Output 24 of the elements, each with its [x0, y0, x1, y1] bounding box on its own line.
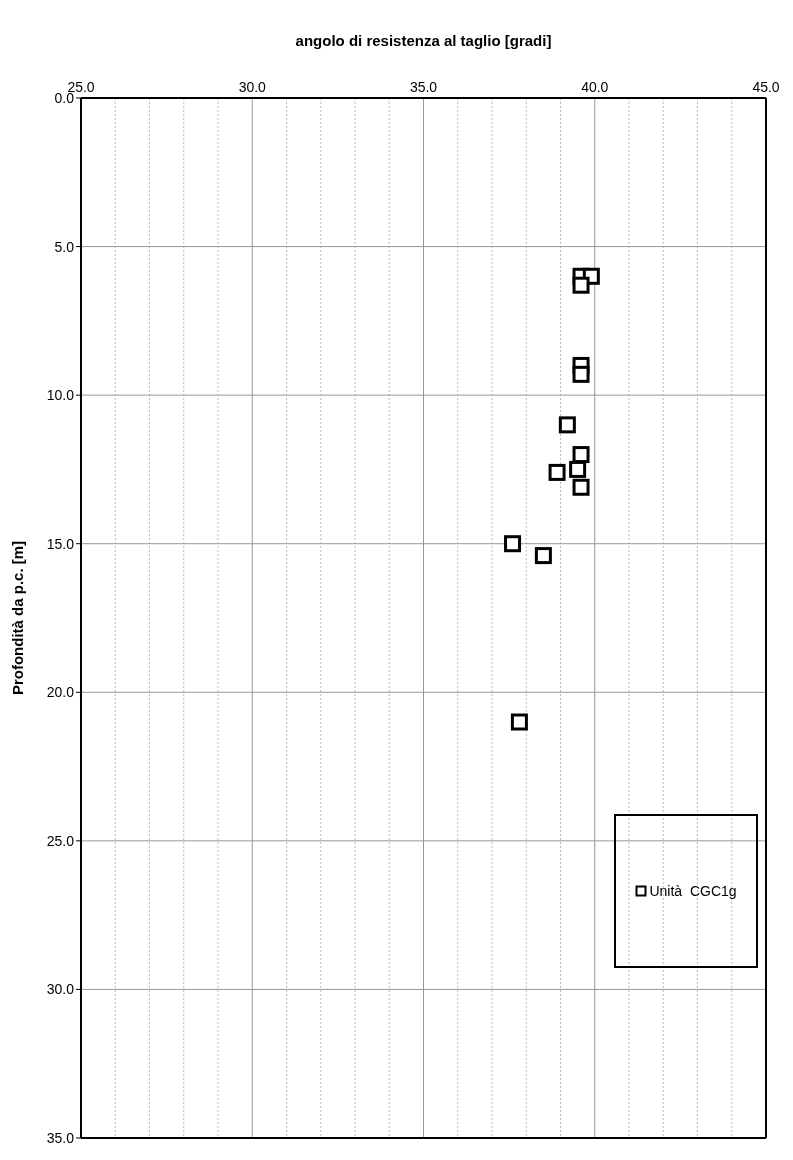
point	[510, 713, 528, 731]
y-tick-label: 15.0	[46, 535, 75, 552]
point	[572, 365, 590, 383]
y-tick-label: 10.0	[46, 387, 75, 404]
y-tick-label: 25.0	[46, 832, 75, 849]
point	[534, 547, 552, 565]
y-tick-label: 20.0	[46, 684, 75, 701]
point	[572, 446, 590, 464]
point	[558, 416, 576, 434]
legend-label: Unità CGC1g	[648, 883, 737, 899]
x-tick-label: 30.0	[238, 79, 267, 95]
x-tick-label: 35.0	[409, 79, 438, 95]
y-tick-label: 30.0	[46, 981, 75, 998]
point	[504, 535, 522, 553]
point	[572, 478, 590, 496]
y-tick-label: 35.0	[46, 1129, 75, 1146]
x-tick-label: 45.0	[752, 79, 780, 95]
point	[548, 463, 566, 481]
point	[569, 460, 587, 478]
y-axis-title: Profondità da p.c. [m]	[9, 540, 27, 696]
x-tick-label: 40.0	[581, 79, 609, 95]
point	[572, 276, 590, 294]
y-tick-label: 5.0	[54, 238, 75, 255]
x-axis-title: angolo di resistenza al taglio [gradi]	[295, 32, 552, 49]
